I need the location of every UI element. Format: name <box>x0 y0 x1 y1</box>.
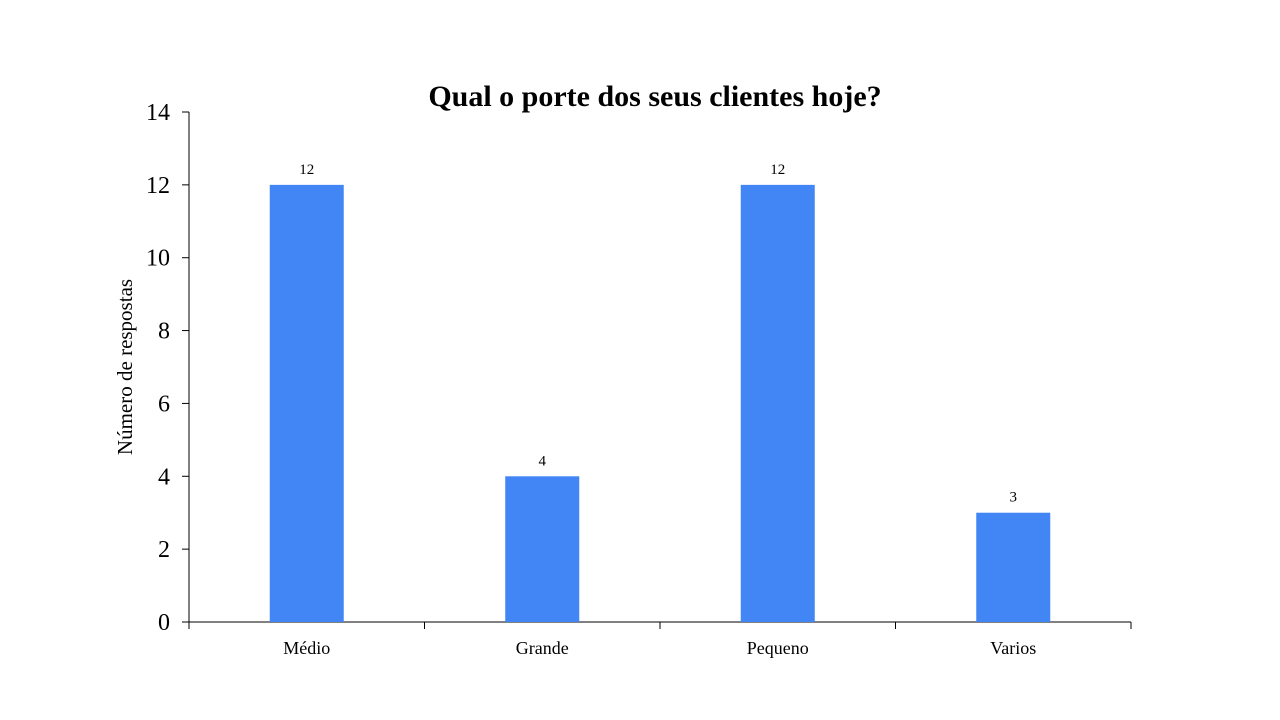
bar-médio <box>269 184 344 622</box>
y-axis-label: Número de respostas <box>113 279 137 455</box>
plot-area: 0 2 4 6 8 10 12 14 12 Médio 4 Grande 12 Pequeno 3 Vario… <box>146 100 1132 658</box>
y-tick-label: 10 <box>146 246 170 272</box>
bar-grande <box>505 476 580 622</box>
data-label: 12 <box>299 162 314 178</box>
y-tick-label: 6 <box>158 391 170 417</box>
y-tick-label: 12 <box>146 173 170 199</box>
y-tick-label: 4 <box>158 464 170 490</box>
chart-title: Qual o porte dos seus clientes hoje? <box>428 80 881 113</box>
y-tick-label: 0 <box>158 610 170 636</box>
bar-varios <box>976 512 1051 622</box>
x-tick-label: Pequeno <box>747 638 809 658</box>
y-tick-label: 8 <box>158 319 170 345</box>
y-tick-label: 2 <box>158 537 170 563</box>
data-label: 12 <box>770 162 785 178</box>
bar-pequeno <box>740 184 815 622</box>
x-tick-label: Médio <box>283 638 330 658</box>
x-tick-label: Varios <box>990 638 1036 658</box>
y-tick-label: 14 <box>146 100 170 126</box>
x-tick-label: Grande <box>516 638 569 658</box>
data-label: 4 <box>539 453 547 469</box>
data-label: 3 <box>1010 490 1018 506</box>
